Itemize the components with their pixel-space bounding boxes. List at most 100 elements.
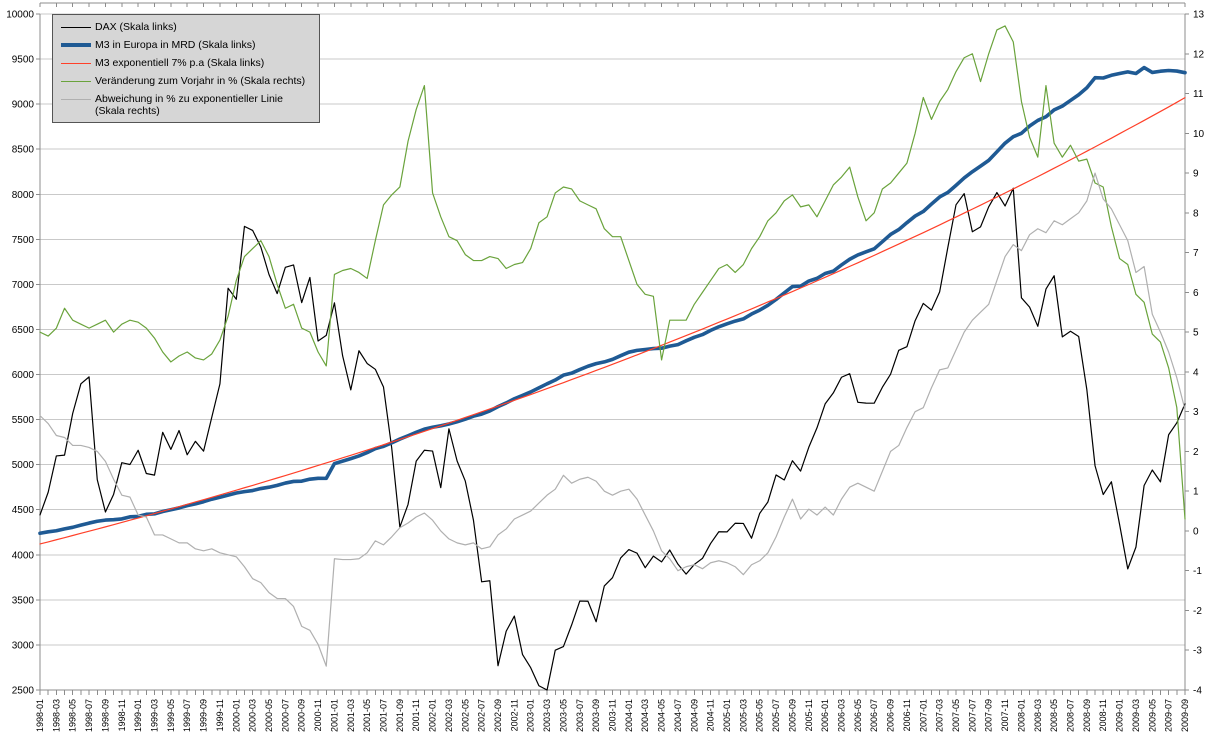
svg-text:2000-03: 2000-03 bbox=[248, 699, 258, 732]
svg-text:2008-01: 2008-01 bbox=[1016, 699, 1026, 732]
svg-text:2003-05: 2003-05 bbox=[558, 699, 568, 732]
legend-item-veraenderung: Veränderung zum Vorjahr in % (Skala rech… bbox=[61, 75, 311, 87]
svg-text:1998-01: 1998-01 bbox=[35, 699, 45, 732]
svg-text:2005-03: 2005-03 bbox=[738, 699, 748, 732]
legend: DAX (Skala links) M3 in Europa in MRD (S… bbox=[52, 14, 320, 123]
legend-item-abweichung: Abweichung in % zu exponentieller Linie … bbox=[61, 93, 311, 117]
svg-text:2002-03: 2002-03 bbox=[444, 699, 454, 732]
svg-text:2008-05: 2008-05 bbox=[1049, 699, 1059, 732]
dax-line-swatch bbox=[61, 21, 91, 33]
svg-text:2008-09: 2008-09 bbox=[1082, 699, 1092, 732]
svg-text:2007-01: 2007-01 bbox=[918, 699, 928, 732]
legend-item-m3: M3 in Europa in MRD (Skala links) bbox=[61, 39, 311, 51]
svg-text:2007-09: 2007-09 bbox=[984, 699, 994, 732]
svg-text:1999-07: 1999-07 bbox=[182, 699, 192, 732]
svg-text:2008-11: 2008-11 bbox=[1098, 699, 1108, 731]
svg-text:2004-03: 2004-03 bbox=[640, 699, 650, 732]
svg-text:7000: 7000 bbox=[12, 280, 35, 291]
series-line-m3-exponentiell bbox=[39, 97, 1186, 545]
svg-text:1999-05: 1999-05 bbox=[166, 699, 176, 732]
legend-item-m3-exponentiell: M3 exponentiell 7% p.a (Skala links) bbox=[61, 57, 311, 69]
svg-text:2006-03: 2006-03 bbox=[837, 699, 847, 732]
svg-text:4500: 4500 bbox=[12, 505, 35, 516]
svg-text:1: 1 bbox=[1193, 487, 1199, 498]
legend-item-dax: DAX (Skala links) bbox=[61, 21, 311, 33]
svg-text:2008-07: 2008-07 bbox=[1066, 699, 1076, 732]
svg-text:11: 11 bbox=[1193, 89, 1204, 100]
svg-text:2009-09: 2009-09 bbox=[1180, 699, 1190, 732]
svg-text:2001-03: 2001-03 bbox=[346, 699, 356, 732]
x-axis-labels: 1998-01 1998-03 1998-05 1998-07 1998-09 1998-… bbox=[35, 699, 1190, 732]
svg-text:2001-07: 2001-07 bbox=[379, 699, 389, 732]
svg-text:2005-09: 2005-09 bbox=[787, 699, 797, 732]
svg-text:-1: -1 bbox=[1193, 566, 1202, 577]
svg-text:1999-09: 1999-09 bbox=[199, 699, 209, 732]
svg-text:4: 4 bbox=[1193, 367, 1199, 378]
svg-text:1998-09: 1998-09 bbox=[100, 699, 110, 732]
svg-text:0: 0 bbox=[1193, 526, 1199, 537]
m3-exponentiell-line-swatch bbox=[61, 57, 91, 69]
svg-text:2006-11: 2006-11 bbox=[902, 699, 912, 731]
svg-text:2004-11: 2004-11 bbox=[706, 699, 716, 731]
svg-text:2001-11: 2001-11 bbox=[411, 699, 421, 731]
svg-text:2003-09: 2003-09 bbox=[591, 699, 601, 732]
svg-text:2004-07: 2004-07 bbox=[673, 699, 683, 732]
legend-label: M3 exponentiell 7% p.a (Skala links) bbox=[95, 57, 265, 69]
abweichung-line-swatch bbox=[61, 93, 91, 105]
legend-label: M3 in Europa in MRD (Skala links) bbox=[95, 39, 256, 51]
svg-text:2000-01: 2000-01 bbox=[231, 699, 241, 732]
svg-text:2001-05: 2001-05 bbox=[362, 699, 372, 732]
legend-label: Abweichung in % zu exponentieller Linie … bbox=[95, 93, 283, 117]
svg-text:2007-07: 2007-07 bbox=[967, 699, 977, 732]
svg-text:2007-11: 2007-11 bbox=[1000, 699, 1010, 731]
svg-text:2009-07: 2009-07 bbox=[1164, 699, 1174, 732]
svg-text:8: 8 bbox=[1193, 208, 1199, 219]
svg-text:3: 3 bbox=[1193, 407, 1199, 418]
svg-text:2004-01: 2004-01 bbox=[624, 699, 634, 732]
left-axis-labels: 10000 9500 9000 8500 8000 7500 7000 6500 6000 550… bbox=[6, 10, 34, 697]
svg-text:2007-05: 2007-05 bbox=[951, 699, 961, 732]
legend-label: Veränderung zum Vorjahr in % (Skala rech… bbox=[95, 75, 306, 87]
svg-text:12: 12 bbox=[1193, 49, 1205, 60]
gridlines bbox=[40, 13, 1185, 691]
svg-text:3000: 3000 bbox=[12, 640, 35, 651]
svg-text:2003-11: 2003-11 bbox=[608, 699, 618, 731]
svg-text:2002-07: 2002-07 bbox=[477, 699, 487, 732]
svg-text:2002-11: 2002-11 bbox=[509, 699, 519, 731]
svg-text:10: 10 bbox=[1193, 129, 1205, 140]
svg-text:10000: 10000 bbox=[6, 10, 34, 21]
svg-text:2002-01: 2002-01 bbox=[428, 699, 438, 732]
svg-text:2002-09: 2002-09 bbox=[493, 699, 503, 732]
svg-text:2006-09: 2006-09 bbox=[886, 699, 896, 732]
svg-text:8500: 8500 bbox=[12, 145, 35, 156]
svg-text:1998-03: 1998-03 bbox=[51, 699, 61, 732]
svg-text:2006-01: 2006-01 bbox=[820, 699, 830, 732]
m3-line-swatch bbox=[61, 39, 91, 51]
svg-text:9000: 9000 bbox=[12, 100, 35, 111]
svg-text:6: 6 bbox=[1193, 288, 1199, 299]
svg-text:6000: 6000 bbox=[12, 370, 35, 381]
svg-text:2000-05: 2000-05 bbox=[264, 699, 274, 732]
series-line-m3-europa bbox=[38, 65, 1187, 536]
svg-text:5: 5 bbox=[1193, 328, 1199, 339]
svg-text:5000: 5000 bbox=[12, 460, 35, 471]
series-line-abweichung-exponentiell bbox=[39, 172, 1186, 667]
svg-text:2004-09: 2004-09 bbox=[689, 699, 699, 732]
svg-text:2003-07: 2003-07 bbox=[575, 699, 585, 732]
svg-text:1999-03: 1999-03 bbox=[150, 699, 160, 732]
svg-text:2: 2 bbox=[1193, 447, 1199, 458]
svg-text:-4: -4 bbox=[1193, 686, 1202, 697]
svg-text:2000-11: 2000-11 bbox=[313, 699, 323, 731]
series-line-dax bbox=[39, 187, 1186, 691]
legend-label: DAX (Skala links) bbox=[95, 21, 177, 33]
svg-text:2009-01: 2009-01 bbox=[1115, 699, 1125, 732]
svg-text:5500: 5500 bbox=[12, 415, 35, 426]
svg-text:2006-05: 2006-05 bbox=[853, 699, 863, 732]
svg-text:9500: 9500 bbox=[12, 55, 35, 66]
svg-text:1999-01: 1999-01 bbox=[133, 699, 143, 732]
svg-text:-3: -3 bbox=[1193, 646, 1202, 657]
svg-text:2007-03: 2007-03 bbox=[935, 699, 945, 732]
